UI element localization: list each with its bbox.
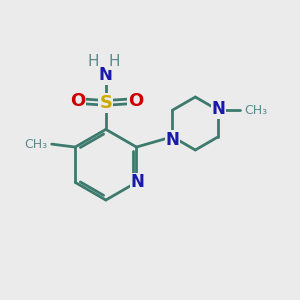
Text: H: H xyxy=(88,54,99,69)
Text: N: N xyxy=(211,100,225,118)
Text: O: O xyxy=(70,92,85,110)
Text: O: O xyxy=(128,92,143,110)
Text: S: S xyxy=(99,94,112,112)
Text: N: N xyxy=(165,131,179,149)
Text: CH₃: CH₃ xyxy=(244,104,267,117)
Text: N: N xyxy=(99,66,113,84)
Text: N: N xyxy=(131,173,145,191)
Text: H: H xyxy=(108,54,120,69)
Text: CH₃: CH₃ xyxy=(24,138,47,151)
